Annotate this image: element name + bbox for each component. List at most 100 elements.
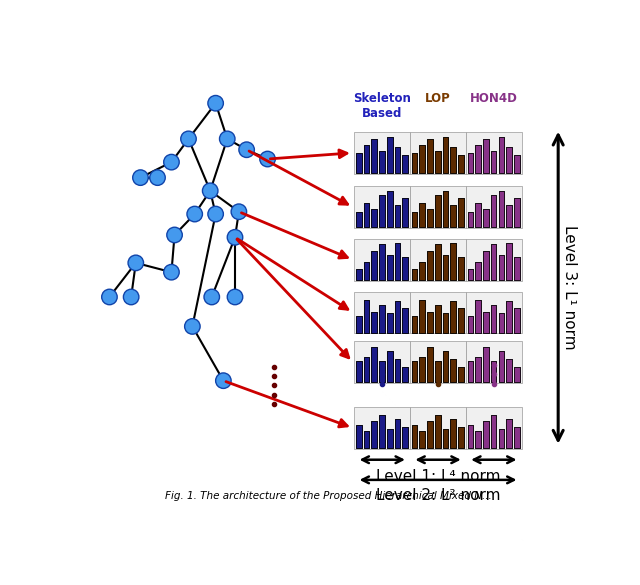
Bar [395,205,401,227]
Bar [506,419,512,448]
Bar [395,147,401,173]
Bar [491,305,497,333]
Bar [506,359,512,382]
Bar [435,362,441,382]
Bar [371,139,377,173]
Bar [499,137,504,173]
Bar [403,257,408,280]
Bar [387,191,393,227]
Circle shape [132,170,148,185]
Bar [395,243,401,280]
Bar [403,308,408,333]
Bar [476,300,481,333]
Bar [403,155,408,173]
Bar [387,255,393,280]
Bar [443,351,449,382]
Bar [379,362,385,382]
Bar [412,316,417,333]
Bar [371,139,377,173]
Bar [443,351,449,382]
Text: Level 1: L⁴ norm: Level 1: L⁴ norm [376,469,500,484]
Bar [435,415,441,448]
Bar [506,243,512,280]
Bar [499,314,504,333]
Bar [443,255,449,280]
Bar [458,155,464,173]
Bar [458,427,464,448]
Text: Fig. 1. The architecture of the Proposed Hierarchical Mixed N...: Fig. 1. The architecture of the Proposed… [164,491,492,501]
FancyBboxPatch shape [410,186,466,228]
Bar [458,308,464,333]
Bar [403,367,408,382]
Bar [483,139,489,173]
Bar [458,198,464,227]
Bar [443,255,449,280]
Bar [371,312,377,333]
Bar [387,314,393,333]
Bar [412,153,417,173]
Bar [491,415,497,448]
Bar [443,191,449,227]
Bar [514,257,520,280]
Circle shape [216,373,231,388]
Text: LOP: LOP [425,92,451,105]
Bar [379,415,385,448]
Bar [364,144,369,173]
Bar [364,431,369,448]
Bar [435,195,441,227]
Bar [412,425,417,448]
Circle shape [220,131,235,147]
Bar [491,151,497,173]
Bar [428,312,433,333]
Bar [514,155,520,173]
Circle shape [260,152,275,167]
Bar [356,316,362,333]
FancyBboxPatch shape [355,407,410,449]
Bar [379,415,385,448]
Bar [499,429,504,448]
Bar [371,251,377,280]
Bar [467,425,473,448]
Bar [356,425,362,448]
Bar [419,431,425,448]
Bar [451,147,456,173]
Bar [435,151,441,173]
Bar [467,316,473,333]
FancyBboxPatch shape [410,407,466,449]
Bar [506,359,512,382]
Text: Level 3: L¹ norm: Level 3: L¹ norm [561,225,577,350]
Bar [387,429,393,448]
Bar [364,357,369,382]
Bar [499,314,504,333]
Circle shape [202,183,218,198]
Circle shape [227,289,243,305]
Bar [476,262,481,280]
Bar [491,305,497,333]
Bar [451,301,456,333]
Bar [412,212,417,227]
Bar [387,351,393,382]
Bar [483,209,489,227]
Bar [476,144,481,173]
Bar [514,427,520,448]
Bar [412,362,417,382]
Bar [514,427,520,448]
Bar [428,347,433,382]
Bar [412,425,417,448]
Bar [356,212,362,227]
Bar [419,431,425,448]
FancyBboxPatch shape [466,291,522,333]
Bar [379,245,385,280]
Bar [364,144,369,173]
Bar [506,419,512,448]
Bar [491,362,497,382]
Circle shape [164,154,179,170]
Bar [419,144,425,173]
Bar [443,137,449,173]
Bar [403,198,408,227]
Bar [458,427,464,448]
Bar [443,191,449,227]
Bar [356,362,362,382]
FancyBboxPatch shape [355,186,410,228]
Bar [499,255,504,280]
